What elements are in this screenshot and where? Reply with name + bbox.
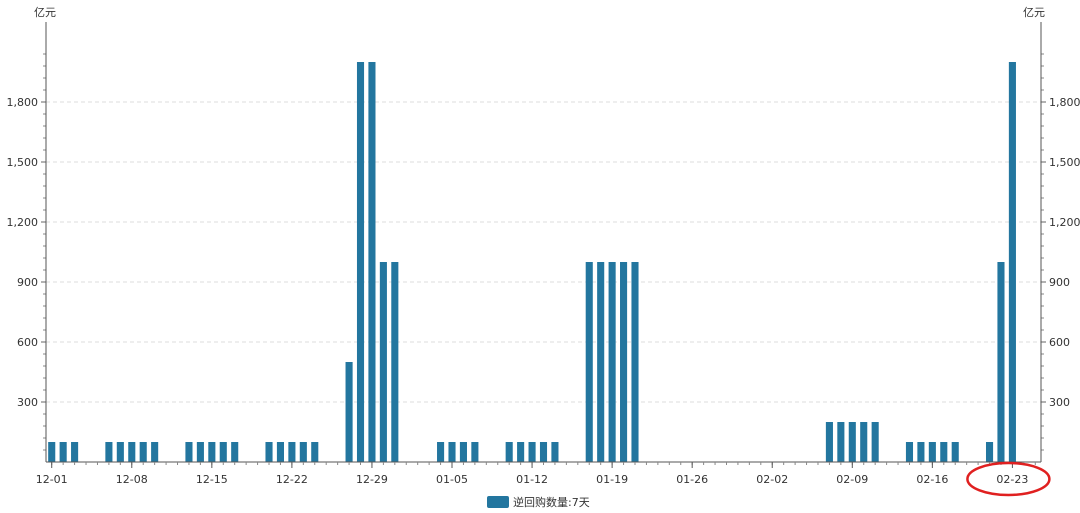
bar[interactable] — [231, 442, 239, 462]
bar[interactable] — [288, 442, 296, 462]
y-tick-label-left: 1,200 — [7, 216, 39, 229]
x-tick-label: 12-01 — [36, 473, 68, 486]
bar[interactable] — [219, 442, 227, 462]
bar[interactable] — [505, 442, 513, 462]
bar[interactable] — [631, 262, 639, 462]
bar[interactable] — [471, 442, 479, 462]
x-tick-label: 12-08 — [116, 473, 148, 486]
bar[interactable] — [185, 442, 193, 462]
y-tick-labels-left: 300 600 900 1,200 1,500 1,800 — [7, 96, 39, 409]
bar[interactable] — [837, 422, 845, 462]
bar[interactable] — [265, 442, 273, 462]
y-tick-label-right: 1,800 — [1049, 96, 1080, 109]
x-tick-label: 01-12 — [516, 473, 548, 486]
y-tick-label-right: 1,200 — [1049, 216, 1080, 229]
x-tick-labels: 12-01 12-08 12-15 12-22 12-29 01-05 01-12 01-19… — [36, 473, 1029, 486]
bar[interactable] — [597, 262, 605, 462]
bar[interactable] — [871, 422, 879, 462]
x-tick-label: 01-26 — [676, 473, 708, 486]
y-tick-label-left: 300 — [17, 396, 38, 409]
bar[interactable] — [940, 442, 948, 462]
grid-lines — [46, 101, 1041, 403]
bar[interactable] — [71, 442, 79, 462]
bar[interactable] — [860, 422, 868, 462]
bar[interactable] — [620, 262, 628, 462]
highlight-ellipse — [966, 461, 1051, 497]
axes — [41, 22, 1046, 468]
bar[interactable] — [128, 442, 136, 462]
bar[interactable] — [116, 442, 124, 462]
y-tick-label-right: 300 — [1049, 396, 1070, 409]
bar[interactable] — [985, 442, 994, 462]
y-tick-labels-right: 300 600 900 1,200 1,500 1,800 — [1049, 96, 1080, 409]
bar[interactable] — [1008, 62, 1016, 462]
bar[interactable] — [585, 262, 593, 462]
bar[interactable] — [539, 442, 548, 462]
bar[interactable] — [299, 442, 307, 462]
legend-swatch — [487, 496, 509, 508]
bar[interactable] — [517, 442, 525, 462]
bar[interactable] — [528, 442, 536, 462]
x-tick-label: 12-22 — [276, 473, 308, 486]
bar[interactable] — [917, 442, 925, 462]
x-tick-label: 02-02 — [756, 473, 788, 486]
bar[interactable] — [928, 442, 936, 462]
y-tick-label-left: 1,500 — [7, 156, 39, 169]
bar[interactable] — [48, 442, 56, 462]
y-tick-label-right: 600 — [1049, 336, 1070, 349]
bar[interactable] — [151, 442, 159, 462]
bar[interactable] — [105, 442, 113, 462]
y-tick-label-right: 900 — [1049, 276, 1070, 289]
bar[interactable] — [345, 362, 353, 462]
y-tick-label-left: 1,800 — [7, 96, 39, 109]
x-tick-label: 01-05 — [436, 473, 468, 486]
y-axis-unit-left: 亿元 — [34, 6, 56, 19]
bar[interactable] — [551, 442, 559, 462]
annotations — [966, 461, 1051, 497]
bar[interactable] — [368, 62, 376, 462]
bar[interactable] — [608, 262, 616, 462]
bar[interactable] — [208, 442, 216, 462]
bar[interactable] — [59, 442, 67, 462]
bar[interactable] — [196, 442, 204, 462]
y-axis-unit-right: 亿元 — [1023, 6, 1045, 19]
bar[interactable] — [825, 422, 833, 462]
x-tick-label: 12-29 — [356, 473, 388, 486]
y-tick-label-left: 900 — [17, 276, 38, 289]
x-tick-label: 02-09 — [836, 473, 868, 486]
bar[interactable] — [437, 442, 445, 462]
bar[interactable] — [276, 442, 284, 462]
legend[interactable]: 逆回购数量:7天 — [487, 495, 590, 509]
bar[interactable] — [459, 442, 467, 462]
bar[interactable] — [848, 422, 856, 462]
bar[interactable] — [391, 262, 399, 462]
x-tick-label: 12-15 — [196, 473, 228, 486]
y-tick-label-left: 600 — [17, 336, 38, 349]
bar[interactable] — [997, 262, 1005, 462]
legend-label: 逆回购数量:7天 — [513, 495, 590, 509]
bar[interactable] — [951, 442, 959, 462]
bar[interactable] — [379, 262, 387, 462]
bar[interactable] — [139, 442, 147, 462]
x-tick-label: 01-19 — [596, 473, 628, 486]
y-tick-label-right: 1,500 — [1049, 156, 1080, 169]
x-tick-label: 02-16 — [916, 473, 948, 486]
bar[interactable] — [311, 442, 319, 462]
bar[interactable] — [356, 62, 365, 462]
bar[interactable] — [905, 442, 914, 462]
bars — [48, 62, 1016, 462]
x-tick-label: 02-23 — [996, 473, 1028, 486]
bar[interactable] — [448, 442, 456, 462]
